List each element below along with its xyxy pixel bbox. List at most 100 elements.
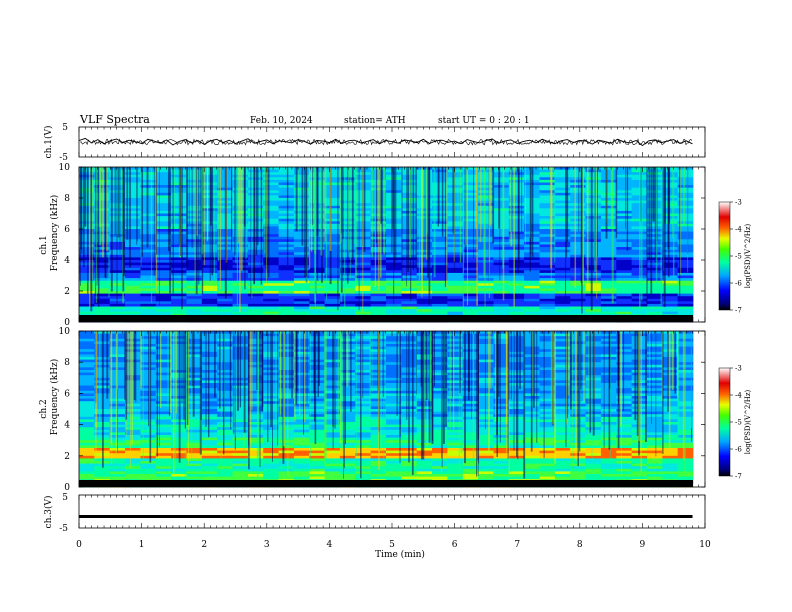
spectrogram-cell bbox=[79, 260, 95, 264]
spectrogram-cell bbox=[155, 403, 172, 407]
spectrogram-cell bbox=[447, 416, 464, 420]
spectrogram-cell bbox=[309, 377, 326, 381]
spectrogram-cell bbox=[462, 403, 479, 407]
spectrogram-cell bbox=[539, 362, 556, 366]
spectrogram-cell bbox=[339, 385, 356, 389]
spectrogram-cell bbox=[140, 311, 157, 315]
spectrogram-cell bbox=[554, 435, 571, 439]
spectrogram-cell bbox=[493, 403, 510, 407]
spectrogram-cell bbox=[155, 398, 172, 402]
spectrogram-cell bbox=[125, 198, 141, 202]
spectrogram-cell bbox=[539, 260, 556, 264]
spectrogram-cell bbox=[293, 244, 310, 248]
spectrogram-cell bbox=[79, 419, 95, 423]
spectrogram-cell bbox=[616, 239, 633, 243]
spectrogram-cell bbox=[662, 205, 679, 209]
spectrogram-cell bbox=[155, 291, 172, 295]
spectrogram-cell bbox=[278, 195, 295, 199]
spectrogram-cell bbox=[570, 192, 586, 196]
spectrogram-cell bbox=[309, 422, 326, 426]
spectrogram-cell bbox=[201, 414, 218, 418]
spectrogram-cell bbox=[432, 247, 448, 251]
ch1-spectrogram-ytick-4: 8 bbox=[64, 194, 70, 204]
spectrogram-cell bbox=[386, 435, 402, 439]
spectrogram-cell bbox=[201, 375, 218, 379]
spectrogram-cell bbox=[493, 458, 510, 462]
spectrogram-cell bbox=[355, 344, 372, 348]
spectrogram-cell bbox=[554, 476, 571, 480]
spectrogram-cell bbox=[79, 231, 95, 235]
spectrogram-cell bbox=[125, 169, 141, 173]
spectrogram-cell bbox=[140, 474, 157, 478]
spectrogram-cell bbox=[570, 195, 586, 199]
spectrogram-cell bbox=[155, 216, 172, 220]
spectrogram-cell bbox=[432, 367, 448, 371]
spectrogram-cell bbox=[155, 221, 172, 225]
spectrogram-cell bbox=[432, 448, 448, 452]
spectrogram-cell bbox=[79, 187, 95, 191]
spectrogram-cell bbox=[647, 385, 663, 389]
spectrogram-cell bbox=[309, 285, 326, 289]
spectrogram-cell bbox=[247, 390, 264, 394]
spectrogram-cell bbox=[278, 364, 295, 368]
spectrogram-cell bbox=[539, 403, 556, 407]
spectrogram-cell bbox=[539, 213, 556, 217]
spectrogram-cell bbox=[462, 357, 479, 361]
spectrogram-cell bbox=[662, 265, 679, 269]
spectrogram-cell bbox=[462, 169, 479, 173]
spectrogram-cell bbox=[370, 303, 387, 307]
spectrogram-cell bbox=[478, 179, 494, 183]
spectrogram-cell bbox=[647, 357, 663, 361]
spectrogram-cell bbox=[278, 448, 295, 452]
spectrogram-cell bbox=[539, 192, 556, 196]
spectrogram-cell bbox=[293, 364, 310, 368]
spectrogram-cell bbox=[616, 419, 633, 423]
spectrogram-cell bbox=[309, 419, 326, 423]
spectrogram-cell bbox=[447, 372, 464, 376]
spectrogram-cell bbox=[447, 231, 464, 235]
spectrogram-cell bbox=[125, 298, 141, 302]
spectrogram-cell bbox=[447, 398, 464, 402]
spectrogram-cell bbox=[263, 427, 279, 431]
spectrogram-cell bbox=[263, 311, 279, 315]
spectrogram-cell bbox=[324, 200, 341, 204]
spectrogram-cell bbox=[554, 455, 571, 459]
spectrogram-cell bbox=[585, 210, 602, 214]
spectrogram-cell bbox=[554, 370, 571, 374]
spectrogram-cell bbox=[647, 429, 663, 433]
spectrogram-cell bbox=[79, 234, 95, 238]
spectrogram-cell bbox=[140, 458, 157, 462]
spectrogram-cell bbox=[447, 406, 464, 410]
spectrogram-cell bbox=[416, 474, 433, 478]
spectrogram-cell bbox=[554, 416, 571, 420]
spectrogram-cell bbox=[432, 283, 448, 287]
spectrogram-cell bbox=[263, 303, 279, 307]
spectrogram-cell bbox=[539, 190, 556, 194]
spectrogram-cell bbox=[416, 221, 433, 225]
spectrogram-cell bbox=[155, 169, 172, 173]
spectrogram-cell bbox=[355, 336, 372, 340]
spectrogram-cell bbox=[647, 265, 663, 269]
spectrogram-cell bbox=[616, 450, 633, 454]
spectrogram-cell bbox=[278, 398, 295, 402]
spectrogram-cell bbox=[263, 435, 279, 439]
spectrogram-cell bbox=[278, 226, 295, 230]
spectrogram-cell bbox=[478, 442, 494, 446]
spectrogram-cell bbox=[478, 401, 494, 405]
spectrogram-cell bbox=[278, 468, 295, 472]
spectrogram-cell bbox=[570, 221, 586, 225]
spectrogram-cell bbox=[263, 296, 279, 300]
spectrogram-cell bbox=[462, 396, 479, 400]
spectrogram-cell bbox=[217, 471, 233, 475]
spectrogram-cell bbox=[293, 359, 310, 363]
spectrogram-cell bbox=[478, 210, 494, 214]
spectrogram-cell bbox=[447, 174, 464, 178]
spectrogram-cell bbox=[293, 466, 310, 470]
spectrogram-cell bbox=[600, 192, 617, 196]
spectrogram-cell bbox=[278, 231, 295, 235]
spectrogram-cell bbox=[539, 203, 556, 207]
spectrogram-cell bbox=[662, 187, 679, 191]
spectrogram-cell bbox=[201, 437, 218, 441]
spectrogram-cell bbox=[554, 172, 571, 176]
spectrogram-cell bbox=[554, 383, 571, 387]
